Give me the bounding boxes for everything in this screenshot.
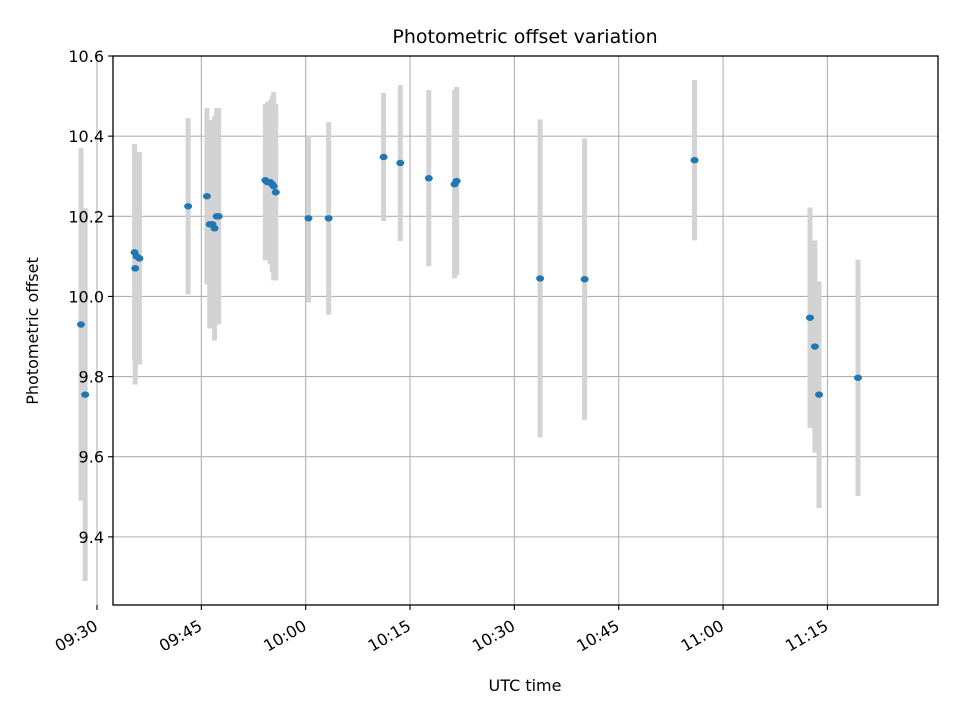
data-point [131, 265, 140, 272]
data-point [396, 159, 405, 167]
data-point [580, 276, 589, 283]
data-point [135, 255, 144, 262]
y-tick-label: 9.6 [79, 448, 104, 467]
data-point [424, 175, 433, 182]
y-tick-label: 10.6 [68, 47, 104, 66]
x-tick-label: 10:15 [365, 616, 414, 656]
plot-frame [112, 55, 939, 606]
data-point [271, 189, 280, 196]
x-tick-label: 11:00 [678, 616, 727, 656]
chart-title: Photometric offset variation [392, 26, 657, 48]
data-point [690, 156, 699, 164]
data-point [81, 391, 90, 398]
x-tick-label: 09:30 [52, 616, 101, 656]
data-point [815, 391, 824, 398]
x-tick-label: 11:15 [782, 616, 831, 656]
data-point [324, 215, 333, 222]
y-tick-label: 10.0 [68, 287, 104, 306]
y-axis-label: Photometric offset [23, 257, 42, 405]
x-tick-label: 10:30 [469, 616, 518, 656]
data-point [379, 153, 388, 161]
data-point [202, 193, 211, 200]
data-point [210, 225, 219, 232]
x-tick-label: 10:45 [573, 616, 622, 656]
x-tick-label: 10:00 [260, 616, 309, 656]
y-axis-ticks: 9.4 9.6 9.8 10.0 10.2 10.4 10.6 [68, 47, 113, 547]
y-tick-label: 9.4 [79, 528, 104, 547]
data-point [184, 203, 193, 210]
data-point [536, 275, 545, 282]
y-tick-label: 10.4 [68, 127, 104, 146]
y-tick-label: 10.2 [68, 207, 104, 226]
data-point [77, 321, 86, 328]
data-point [810, 343, 819, 350]
data-point [269, 183, 278, 190]
data-point [854, 374, 863, 381]
data-point [806, 314, 815, 321]
y-tick-label: 9.8 [79, 368, 104, 387]
data-point [304, 215, 313, 222]
error-bars [78, 80, 861, 581]
data-point [452, 177, 461, 185]
x-tick-label: 09:45 [156, 616, 205, 656]
grid-lines [96, 55, 938, 605]
x-axis-ticks: 09:30 09:45 10:00 10:15 10:30 10:45 11:00 11:15 [52, 605, 831, 656]
x-axis-label: UTC time [489, 676, 562, 695]
data-points [77, 153, 863, 398]
data-point [214, 213, 223, 220]
